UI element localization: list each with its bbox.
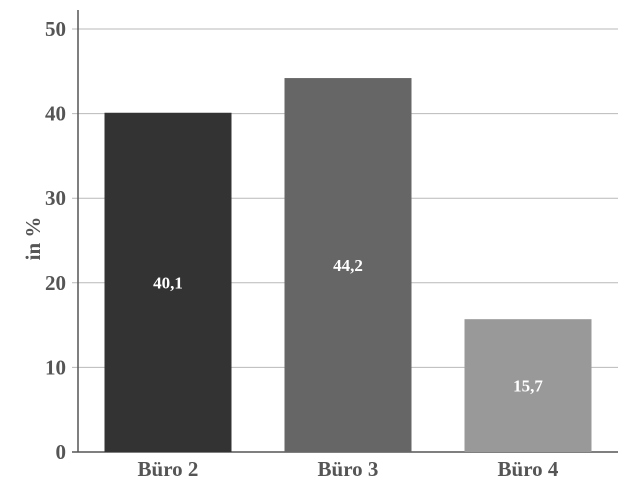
x-category-label: Büro 3 xyxy=(318,457,379,481)
bar-value-label: 15,7 xyxy=(513,377,543,396)
y-tick-label: 20 xyxy=(45,271,66,295)
x-category-label: Büro 4 xyxy=(498,457,559,481)
y-tick-label: 40 xyxy=(45,102,66,126)
bar xyxy=(284,78,412,453)
y-tick-label: 0 xyxy=(56,440,67,464)
bars xyxy=(104,78,592,453)
y-tick-label: 10 xyxy=(45,355,66,379)
bar-value-label: 44,2 xyxy=(333,256,363,275)
bar-value-label: 40,1 xyxy=(153,273,183,292)
x-axis-categories: Büro 2 Büro 3 Büro 4 xyxy=(138,457,559,481)
bar xyxy=(104,112,232,452)
bar xyxy=(464,319,592,452)
y-axis-ticks: 0 10 20 30 40 50 xyxy=(45,17,66,464)
y-axis-title: in % xyxy=(21,217,45,261)
x-category-label: Büro 2 xyxy=(138,457,199,481)
y-tick-label: 30 xyxy=(45,186,66,210)
data-labels: 40,1 44,2 15,7 xyxy=(153,256,543,396)
y-tick-label: 50 xyxy=(45,17,66,41)
